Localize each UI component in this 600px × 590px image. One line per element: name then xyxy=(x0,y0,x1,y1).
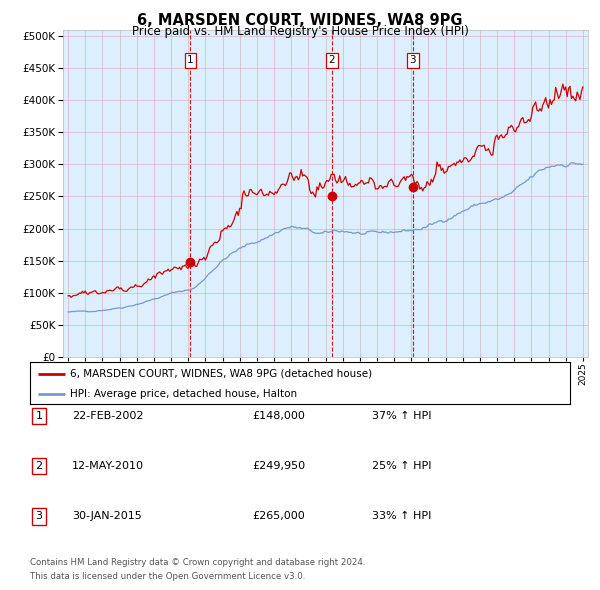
Text: 37% ↑ HPI: 37% ↑ HPI xyxy=(372,411,431,421)
Text: 2: 2 xyxy=(328,55,335,65)
Text: £148,000: £148,000 xyxy=(252,411,305,421)
Text: Contains HM Land Registry data © Crown copyright and database right 2024.: Contains HM Land Registry data © Crown c… xyxy=(30,558,365,566)
Text: 3: 3 xyxy=(35,512,43,521)
Text: HPI: Average price, detached house, Halton: HPI: Average price, detached house, Halt… xyxy=(71,389,298,398)
Text: 6, MARSDEN COURT, WIDNES, WA8 9PG (detached house): 6, MARSDEN COURT, WIDNES, WA8 9PG (detac… xyxy=(71,369,373,379)
Text: 1: 1 xyxy=(35,411,43,421)
Text: 1: 1 xyxy=(187,55,194,65)
Text: 2: 2 xyxy=(35,461,43,471)
Text: 33% ↑ HPI: 33% ↑ HPI xyxy=(372,512,431,521)
Text: £265,000: £265,000 xyxy=(252,512,305,521)
Text: 30-JAN-2015: 30-JAN-2015 xyxy=(72,512,142,521)
Text: £249,950: £249,950 xyxy=(252,461,305,471)
Text: 22-FEB-2002: 22-FEB-2002 xyxy=(72,411,143,421)
Text: This data is licensed under the Open Government Licence v3.0.: This data is licensed under the Open Gov… xyxy=(30,572,305,581)
Text: Price paid vs. HM Land Registry's House Price Index (HPI): Price paid vs. HM Land Registry's House … xyxy=(131,25,469,38)
Text: 3: 3 xyxy=(409,55,416,65)
Text: 25% ↑ HPI: 25% ↑ HPI xyxy=(372,461,431,471)
Text: 12-MAY-2010: 12-MAY-2010 xyxy=(72,461,144,471)
Text: 6, MARSDEN COURT, WIDNES, WA8 9PG: 6, MARSDEN COURT, WIDNES, WA8 9PG xyxy=(137,13,463,28)
